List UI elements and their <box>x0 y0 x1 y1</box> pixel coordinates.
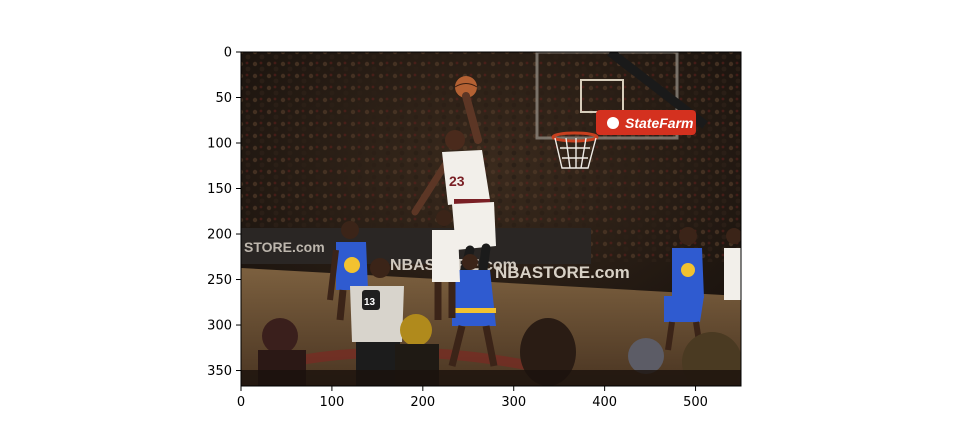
dunker-jersey <box>442 150 490 205</box>
home-teammate <box>432 210 460 320</box>
sponsor-sign-text: StateFarm <box>625 115 693 131</box>
y-tick-label: 100 <box>207 137 232 152</box>
x-tick-label: 0 <box>237 395 245 410</box>
y-tick-label: 50 <box>215 91 232 106</box>
defender-player-center <box>448 254 498 367</box>
y-tick-label: 150 <box>207 182 232 197</box>
x-tick-label: 100 <box>319 395 344 410</box>
defender-player-right <box>664 227 704 351</box>
x-tick-label: 200 <box>410 395 435 410</box>
x-axis: 0 100 200 300 400 500 <box>237 386 708 410</box>
y-axis: 0 50 100 150 200 250 300 350 <box>207 46 241 379</box>
net <box>554 137 597 169</box>
sponsor-sign <box>596 110 696 135</box>
dunker-shorts <box>452 202 496 250</box>
x-tick-label: 500 <box>683 395 708 410</box>
banner-text-left: STORE.com <box>244 239 325 255</box>
photo: STORE.com NBASTORE.com NBASTORE.com Stat… <box>241 52 741 386</box>
x-tick-label: 400 <box>592 395 617 410</box>
foreground-crowd <box>241 314 741 386</box>
rim <box>551 131 599 143</box>
courtside-banner <box>241 228 591 264</box>
dunker-jersey-number: 23 <box>449 173 465 189</box>
referee-number: 13 <box>364 297 376 308</box>
y-tick-label: 250 <box>207 273 232 288</box>
y-tick-label: 200 <box>207 228 232 243</box>
basketball-icon <box>455 76 477 98</box>
y-tick-label: 350 <box>207 364 232 379</box>
sponsor-logo-icon <box>607 117 619 129</box>
dunker-head <box>445 130 465 150</box>
backboard <box>535 52 679 140</box>
dunker-waistband <box>454 199 490 205</box>
y-tick-label: 300 <box>207 319 232 334</box>
plot-frame <box>240 51 742 387</box>
home-player-right <box>724 228 741 300</box>
defender-player-left <box>327 221 368 321</box>
x-tick-label: 300 <box>501 395 526 410</box>
y-tick-label: 0 <box>224 46 232 61</box>
banner-text-right: NBASTORE.com <box>495 263 630 282</box>
